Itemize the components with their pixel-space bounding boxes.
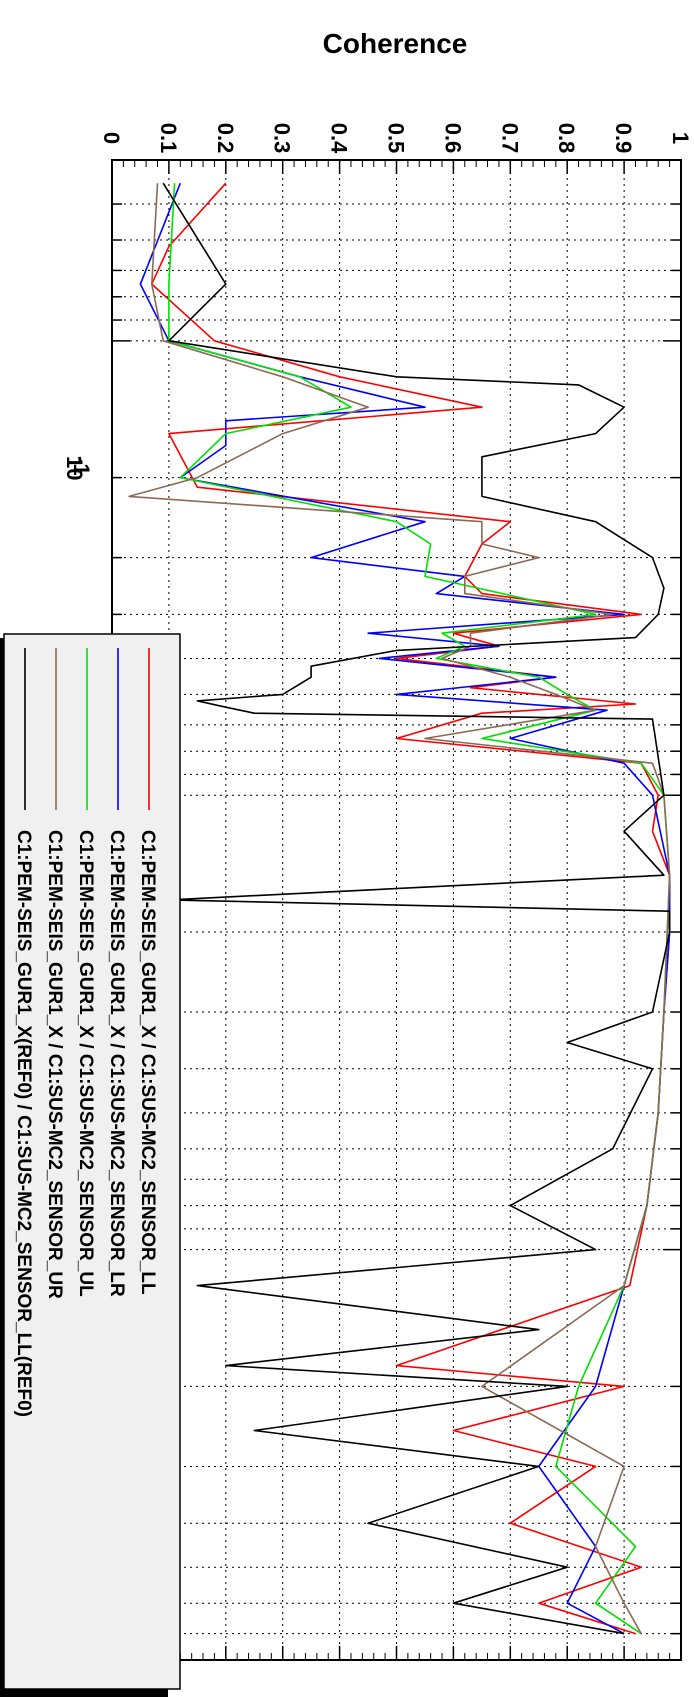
series-line-3 [168,183,671,1635]
y-axis-title: Coherence [323,28,468,59]
legend-label-4: C1:PEM-SEIS_GUR1_X / C1:SUS-MC2_SENSOR_U… [44,830,65,1299]
grid [112,159,681,1661]
y-tick-label: 0 [99,132,124,144]
legend-box [3,633,181,1690]
x-tick-label-exponent: -1 [69,456,94,476]
y-tick-label: 0.8 [554,123,579,154]
y-tick-label: 0.7 [497,123,522,154]
y-tick-label: 0.2 [213,123,238,154]
legend-entries: C1:PEM-SEIS_GUR1_X / C1:SUS-MC2_SENSOR_L… [13,648,158,1417]
y-tick-labels: 0 0.1 0.2 0.3 0.4 0.5 0.6 0.7 0.8 0.9 1 [99,123,693,154]
y-tick-label: 0.1 [156,123,181,154]
series-line-4 [128,183,671,1634]
legend-label-3: C1:PEM-SEIS_GUR1_X / C1:SUS-MC2_SENSOR_U… [75,830,96,1297]
legend-label-5: C1:PEM-SEIS_GUR1_X(REF0) / C1:SUS-MC2_SE… [13,830,34,1417]
y-tick-label: 0.4 [327,123,352,154]
legend: C1:PEM-SEIS_GUR1_X / C1:SUS-MC2_SENSOR_L… [0,633,181,1697]
x-tick-label-base: 10 [62,456,87,480]
legend-label-1: C1:PEM-SEIS_GUR1_X / C1:SUS-MC2_SENSOR_L… [137,830,158,1295]
y-tick-label: 0.5 [384,123,409,154]
series-line-5 [162,182,671,1635]
y-tick-label: 0.6 [440,123,465,154]
y-tick-label: 1 [668,132,693,144]
y-tick-label: 0.3 [270,123,295,154]
series-layer [128,182,671,1635]
legend-label-2: C1:PEM-SEIS_GUR1_X / C1:SUS-MC2_SENSOR_L… [106,830,127,1297]
series-line-1 [151,182,671,1635]
y-tick-label: 0.9 [611,123,636,154]
